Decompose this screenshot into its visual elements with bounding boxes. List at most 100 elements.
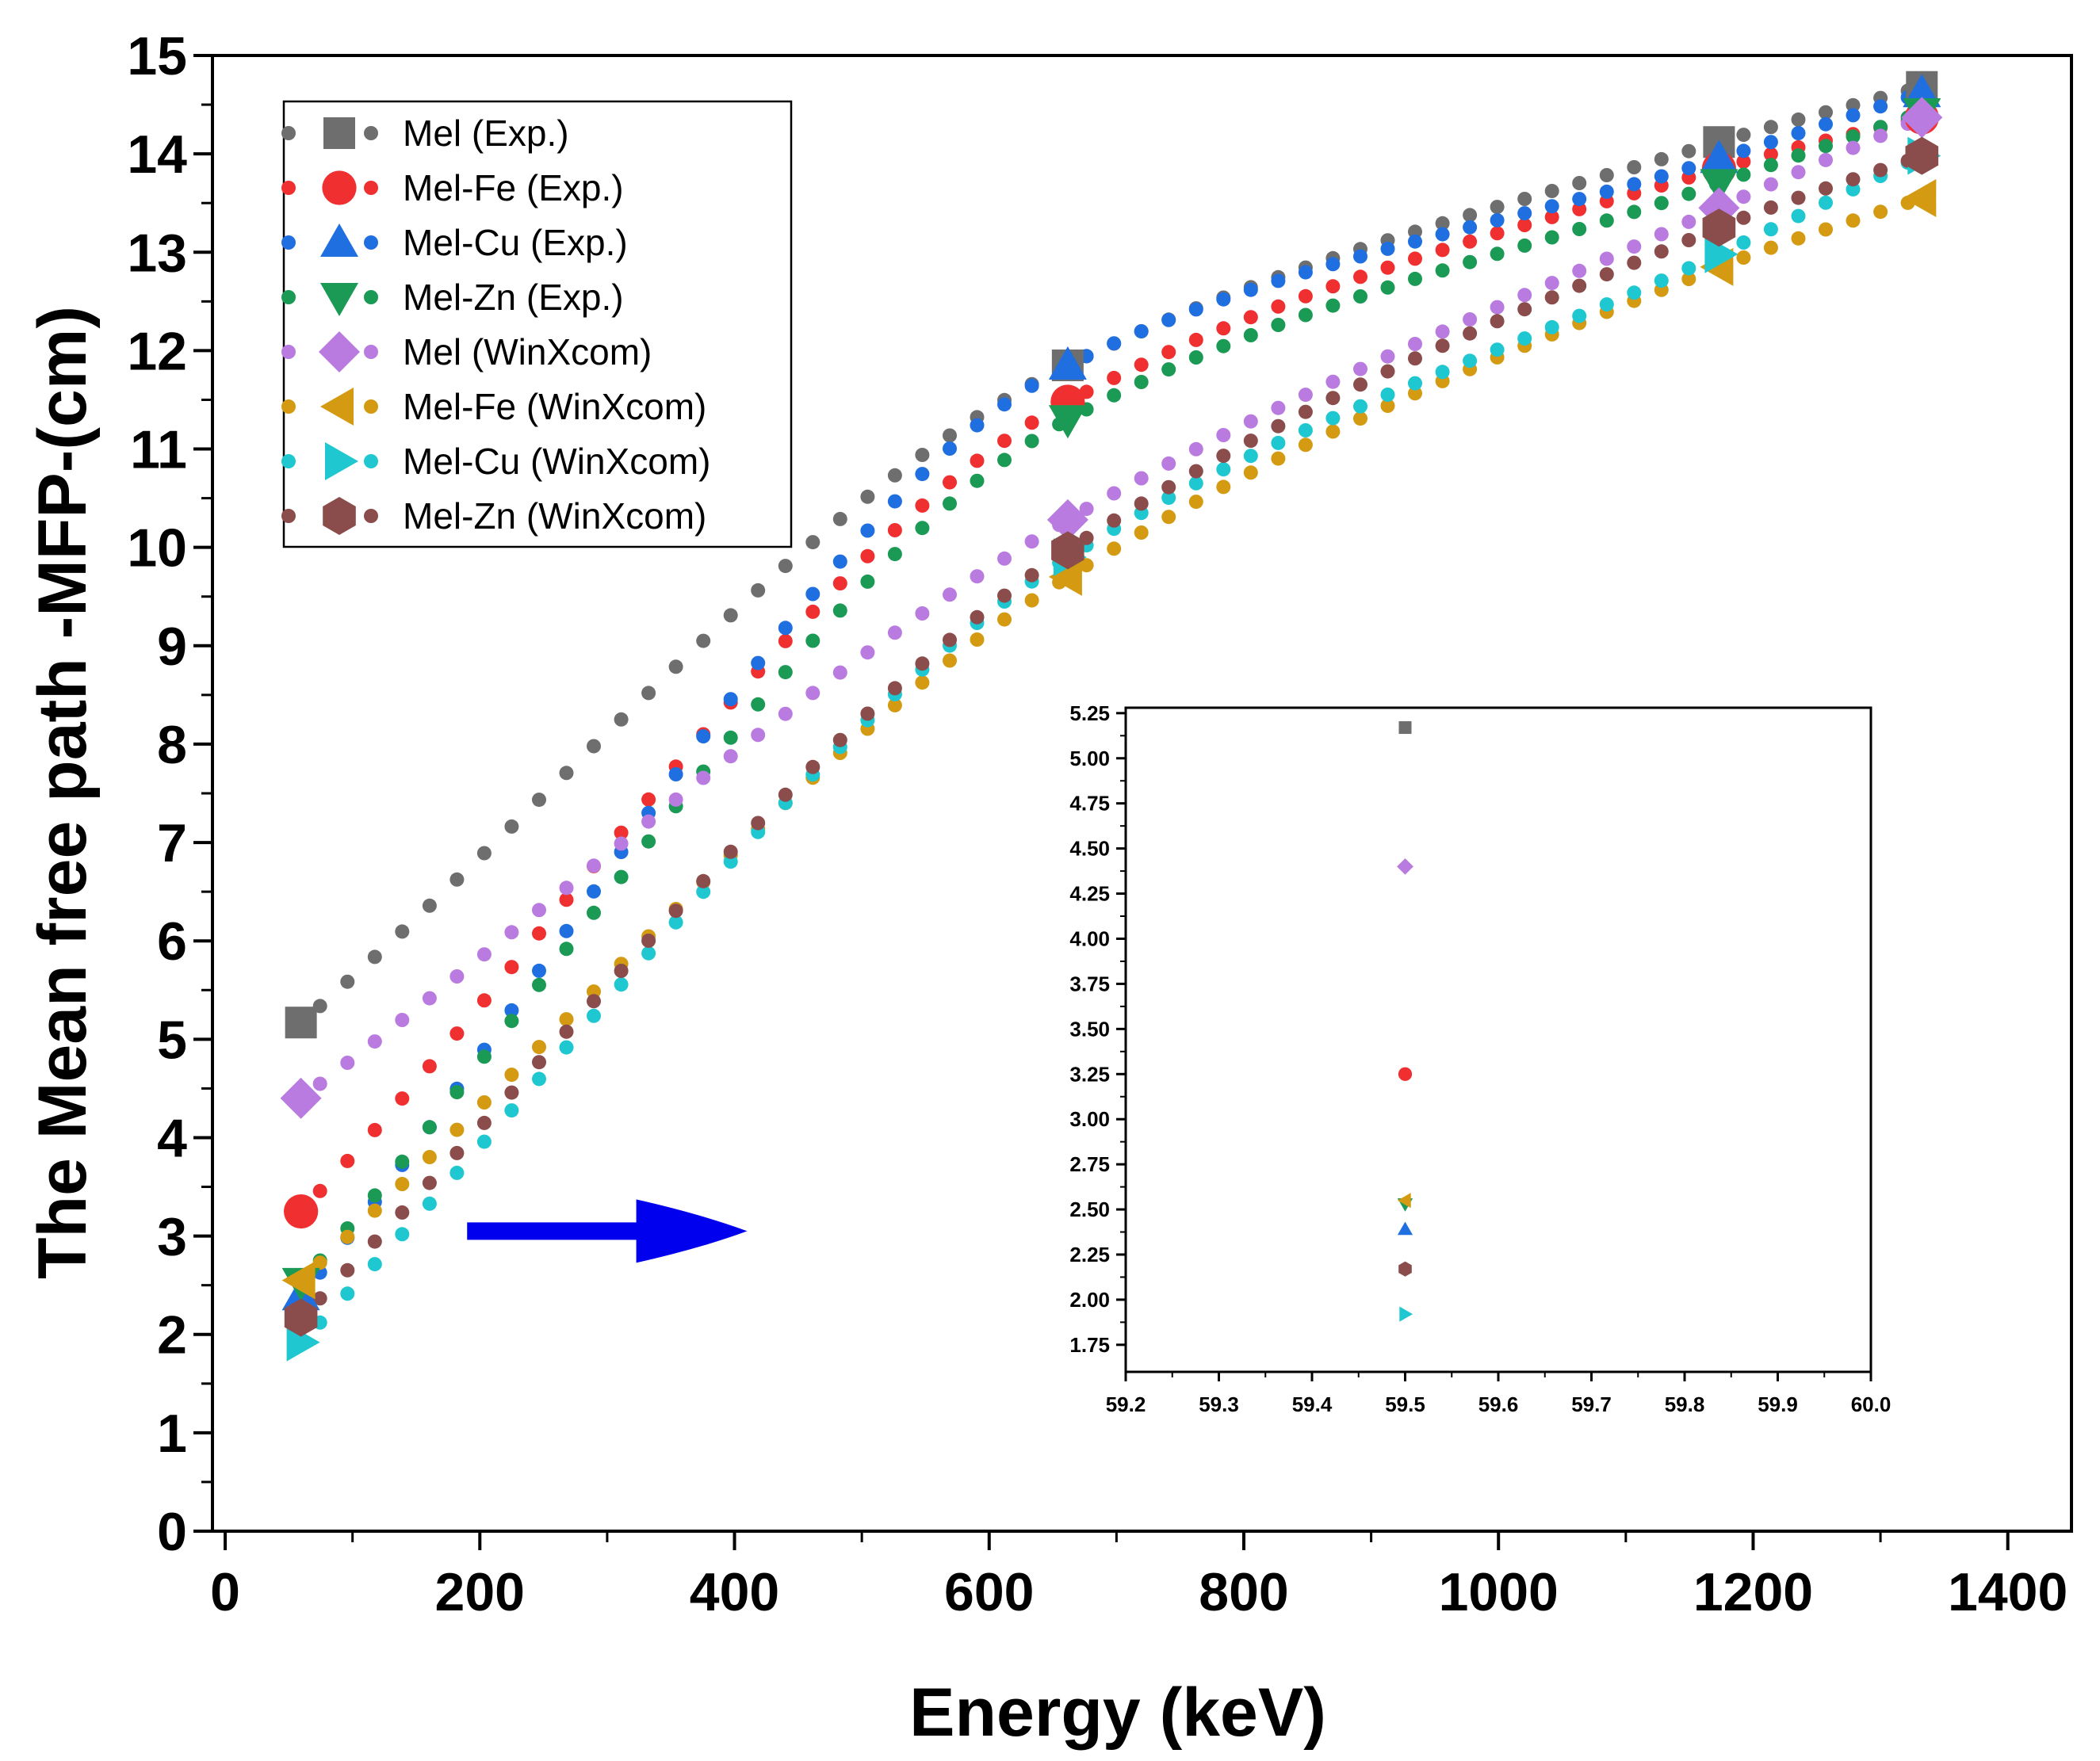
trend-dot bbox=[1572, 176, 1587, 190]
legend-label: Mel-Cu (Exp.) bbox=[403, 222, 628, 263]
trend-dot bbox=[614, 712, 629, 727]
trend-dot bbox=[312, 1183, 327, 1198]
data-point bbox=[1704, 235, 1739, 273]
trend-dot bbox=[997, 551, 1012, 566]
legend-entry: Mel-Cu (Exp.) bbox=[281, 222, 628, 263]
trend-dot bbox=[778, 665, 793, 680]
trend-dot bbox=[1435, 365, 1450, 380]
trend-dot bbox=[587, 905, 601, 920]
trend-dot bbox=[1435, 338, 1450, 353]
trend-dot bbox=[1216, 428, 1231, 442]
trend-dot bbox=[860, 489, 875, 504]
trend-dot bbox=[1243, 465, 1258, 480]
trend-dot bbox=[367, 1034, 382, 1049]
legend-dot bbox=[281, 345, 296, 359]
trend-dot bbox=[1791, 165, 1806, 180]
trend-dot bbox=[367, 1188, 382, 1203]
trend-dot bbox=[997, 588, 1012, 603]
trend-dot bbox=[1107, 370, 1122, 385]
legend-marker bbox=[323, 117, 355, 149]
trend-dot bbox=[1161, 362, 1176, 377]
trend-dot bbox=[970, 569, 985, 584]
trend-dot bbox=[1298, 288, 1313, 304]
x-tick-label: 1400 bbox=[1948, 1562, 2067, 1622]
trend-dot bbox=[1463, 353, 1478, 369]
trend-dot bbox=[1271, 299, 1286, 314]
trend-dot bbox=[559, 766, 574, 781]
trend-dot bbox=[1216, 292, 1231, 307]
trend-dot bbox=[1134, 471, 1149, 486]
trend-dot bbox=[1736, 128, 1751, 143]
legend-label: Mel (WinXcom) bbox=[403, 331, 652, 372]
data-point bbox=[284, 1194, 319, 1229]
trend-dot bbox=[532, 1071, 546, 1087]
x-tick-label: 600 bbox=[944, 1562, 1034, 1622]
trend-dot bbox=[696, 884, 711, 900]
trend-dot bbox=[532, 903, 546, 918]
y-tick-label: 9 bbox=[157, 617, 187, 677]
trend-dot bbox=[1298, 404, 1313, 419]
y-tick-label: 14 bbox=[127, 124, 187, 185]
trend-dot bbox=[805, 686, 820, 701]
legend-dot bbox=[281, 126, 296, 140]
trend-dot bbox=[1763, 120, 1778, 135]
trend-dot bbox=[1544, 276, 1559, 291]
trend-dot bbox=[1463, 254, 1478, 269]
trend-dot bbox=[1408, 337, 1422, 351]
trend-dot bbox=[1517, 331, 1532, 346]
legend-dot bbox=[281, 399, 296, 414]
trend-dot bbox=[887, 625, 902, 640]
inset-point bbox=[1398, 1261, 1412, 1277]
trend-dot bbox=[1544, 184, 1559, 198]
trend-dot bbox=[1819, 195, 1833, 210]
trend-dot bbox=[805, 759, 820, 774]
trend-dot bbox=[532, 977, 546, 992]
trend-dot bbox=[1463, 208, 1478, 223]
inset-point bbox=[1398, 721, 1412, 735]
trend-dot bbox=[943, 632, 957, 647]
trend-dot bbox=[1819, 139, 1833, 154]
trend-dot bbox=[1572, 308, 1587, 323]
trend-dot bbox=[1627, 160, 1642, 174]
legend-dot bbox=[281, 181, 296, 195]
inset-x-tick-label: 59.9 bbox=[1758, 1392, 1798, 1416]
trend-dot bbox=[696, 633, 711, 648]
trend-dot bbox=[559, 1012, 574, 1027]
trend-dot bbox=[1681, 214, 1696, 229]
trend-dot bbox=[1572, 192, 1587, 207]
trend-dot bbox=[1408, 351, 1422, 366]
trend-dot bbox=[915, 606, 930, 621]
trend-dot bbox=[395, 1013, 410, 1027]
inset-x-tick-label: 59.6 bbox=[1478, 1392, 1519, 1416]
data-point bbox=[1903, 179, 1937, 217]
trend-dot bbox=[832, 665, 847, 680]
trend-dot bbox=[1654, 227, 1669, 242]
trend-dot bbox=[1107, 513, 1122, 528]
trend-dot bbox=[1161, 456, 1176, 471]
inset-y-tick-label: 3.50 bbox=[1069, 1017, 1110, 1041]
trend-dot bbox=[751, 583, 766, 598]
trend-dot bbox=[1353, 411, 1367, 426]
legend-dot bbox=[364, 235, 378, 250]
trend-dot bbox=[1846, 140, 1861, 155]
trend-dot bbox=[1024, 434, 1039, 449]
trend-dot bbox=[1572, 201, 1587, 216]
trend-dot bbox=[1846, 129, 1861, 144]
trend-dot bbox=[587, 739, 601, 754]
trend-dot bbox=[1134, 525, 1149, 540]
trend-dot bbox=[504, 819, 519, 834]
data-point bbox=[1051, 531, 1084, 570]
trend-dot bbox=[449, 1165, 465, 1180]
inset-y-tick-label: 3.25 bbox=[1069, 1062, 1110, 1086]
trend-dot bbox=[915, 521, 930, 536]
trend-dot bbox=[1599, 251, 1614, 266]
legend-label: Mel-Zn (WinXcom) bbox=[403, 495, 706, 537]
trend-dot bbox=[1107, 388, 1122, 403]
legend-dot bbox=[364, 345, 378, 359]
trend-dot bbox=[887, 681, 902, 696]
arrow-shaft bbox=[467, 1222, 645, 1240]
trend-dot bbox=[641, 934, 656, 948]
arrow-annotation bbox=[467, 1199, 748, 1263]
trend-dot bbox=[970, 632, 985, 647]
trend-dot bbox=[1188, 495, 1203, 510]
